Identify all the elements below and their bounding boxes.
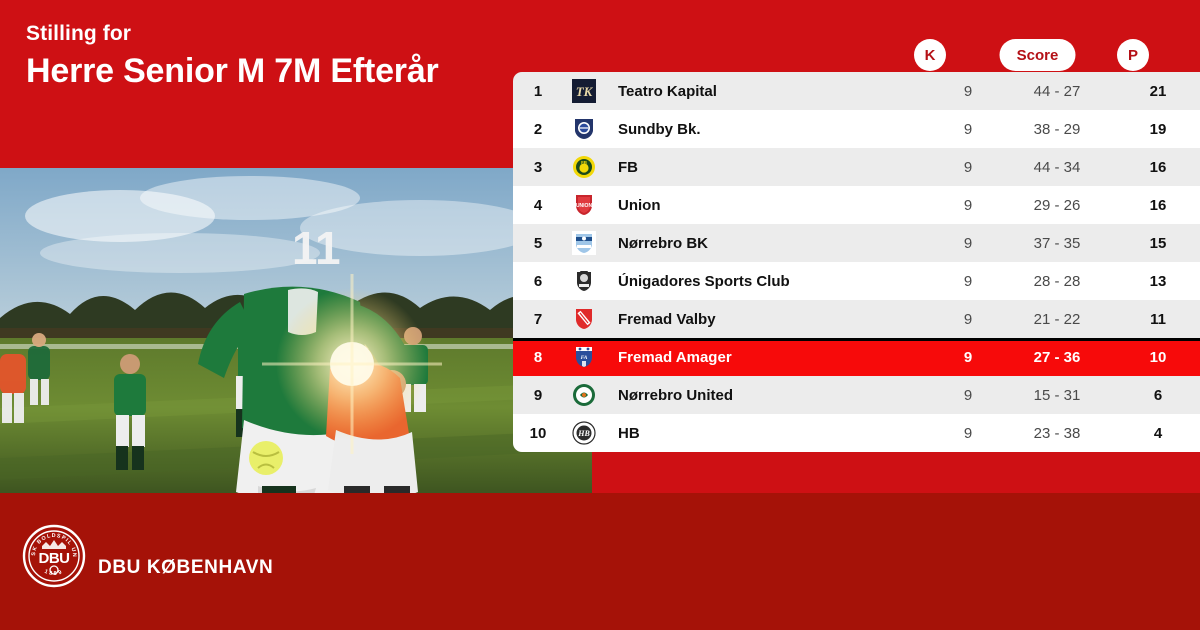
table-row[interactable]: 8 FA Fremad Amager 9 27 - 36 10	[513, 338, 1200, 376]
footer-bar: DANSK BOLDSPIL UNION 1889 DBU DBU KØBENH…	[0, 493, 1200, 630]
row-rank: 9	[533, 386, 543, 404]
club-crest-icon	[563, 307, 605, 331]
row-matches: 9	[963, 424, 973, 442]
table-row[interactable]: 6 Únigadores Sports Club 9 28 - 28 13	[513, 262, 1200, 300]
club-crest-icon: HB	[563, 421, 605, 445]
row-rank: 3	[533, 158, 543, 176]
row-points: 16	[1149, 158, 1167, 176]
row-score: 44 - 27	[1033, 82, 1081, 100]
row-score: 38 - 29	[1033, 120, 1081, 138]
svg-text:1889: 1889	[43, 569, 64, 577]
row-score: 37 - 35	[1033, 234, 1081, 252]
header-banner: Stilling for Herre Senior M 7M Efterår	[0, 0, 600, 168]
row-matches: 9	[963, 310, 973, 328]
standings-table: 1 TK Teatro Kapital 9 44 - 27 21 2 Sundby Bk. 9 3…	[513, 72, 1200, 452]
row-rank: 1	[533, 82, 543, 100]
svg-text:FB: FB	[581, 160, 587, 165]
club-crest-icon	[563, 231, 605, 255]
row-team-name: Únigadores Sports Club	[618, 272, 790, 290]
row-matches: 9	[963, 82, 973, 100]
row-team-name: Nørrebro United	[618, 386, 734, 404]
table-row[interactable]: 4 UNION Union 9 29 - 26 16	[513, 186, 1200, 224]
row-rank: 10	[529, 424, 547, 442]
row-team-name: HB	[618, 424, 640, 442]
row-team-name: FB	[618, 158, 638, 176]
football-match-photo: 11	[0, 168, 592, 493]
row-matches: 9	[963, 158, 973, 176]
svg-text:DBU: DBU	[39, 550, 70, 567]
row-matches: 9	[963, 120, 973, 138]
club-crest-icon	[563, 117, 605, 141]
row-rank: 2	[533, 120, 543, 138]
row-team-name: Fremad Valby	[618, 310, 716, 328]
row-points: 13	[1149, 272, 1167, 290]
table-row[interactable]: 10 HB HB 9 23 - 38 4	[513, 414, 1200, 452]
row-score: 27 - 36	[1033, 348, 1081, 366]
table-row[interactable]: 7 Fremad Valby 9 21 - 22 11	[513, 300, 1200, 338]
header-kicker: Stilling for	[26, 22, 132, 45]
row-points: 19	[1149, 120, 1167, 138]
row-team-name: Nørrebro BK	[618, 234, 709, 252]
club-crest-icon: FB	[563, 155, 605, 179]
row-points: 15	[1149, 234, 1167, 252]
table-row[interactable]: 9 Nørrebro United 9 15 - 31 6	[513, 376, 1200, 414]
row-rank: 4	[533, 196, 543, 214]
table-row[interactable]: 5 Nørrebro BK 9 37 - 35 15	[513, 224, 1200, 262]
club-crest-icon	[563, 269, 605, 293]
footer-label: DBU KØBENHAVN	[98, 557, 274, 578]
svg-text:TK: TK	[576, 84, 594, 99]
table-row[interactable]: 2 Sundby Bk. 9 38 - 29 19	[513, 110, 1200, 148]
row-score: 21 - 22	[1033, 310, 1081, 328]
column-header-matches: K	[914, 39, 946, 71]
row-team-name: Fremad Amager	[618, 348, 732, 366]
table-row[interactable]: 1 TK Teatro Kapital 9 44 - 27 21	[513, 72, 1200, 110]
row-score: 29 - 26	[1033, 196, 1081, 214]
row-matches: 9	[963, 272, 973, 290]
column-header-points: P	[1117, 39, 1149, 71]
row-score: 28 - 28	[1033, 272, 1081, 290]
row-score: 44 - 34	[1033, 158, 1081, 176]
svg-text:11: 11	[292, 222, 341, 274]
svg-text:HB: HB	[577, 429, 590, 438]
svg-text:UNION: UNION	[576, 203, 593, 209]
club-crest-icon	[563, 383, 605, 407]
row-points: 16	[1149, 196, 1167, 214]
club-crest-icon: TK	[563, 79, 605, 103]
row-score: 15 - 31	[1033, 386, 1081, 404]
row-rank: 7	[533, 310, 543, 328]
row-score: 23 - 38	[1033, 424, 1081, 442]
row-matches: 9	[963, 196, 973, 214]
row-team-name: Teatro Kapital	[618, 82, 717, 100]
row-points: 4	[1153, 424, 1163, 442]
row-team-name: Union	[618, 196, 661, 214]
row-points: 10	[1149, 348, 1167, 366]
row-matches: 9	[963, 348, 973, 366]
dbu-crest-icon: DANSK BOLDSPIL UNION 1889 DBU	[22, 524, 86, 588]
svg-text:FA: FA	[581, 355, 588, 361]
column-header-score: Score	[999, 39, 1076, 71]
row-matches: 9	[963, 386, 973, 404]
club-crest-icon: FA	[563, 345, 605, 369]
page-title: Herre Senior M 7M Efterår	[26, 52, 439, 90]
row-rank: 8	[533, 348, 543, 366]
club-crest-icon: UNION	[563, 193, 605, 217]
row-points: 21	[1149, 82, 1167, 100]
table-row[interactable]: 3 FB FB 9 44 - 34 16	[513, 148, 1200, 186]
row-matches: 9	[963, 234, 973, 252]
row-points: 11	[1150, 310, 1166, 328]
row-rank: 6	[533, 272, 543, 290]
row-points: 6	[1153, 386, 1163, 404]
row-team-name: Sundby Bk.	[618, 120, 701, 138]
row-rank: 5	[533, 234, 543, 252]
